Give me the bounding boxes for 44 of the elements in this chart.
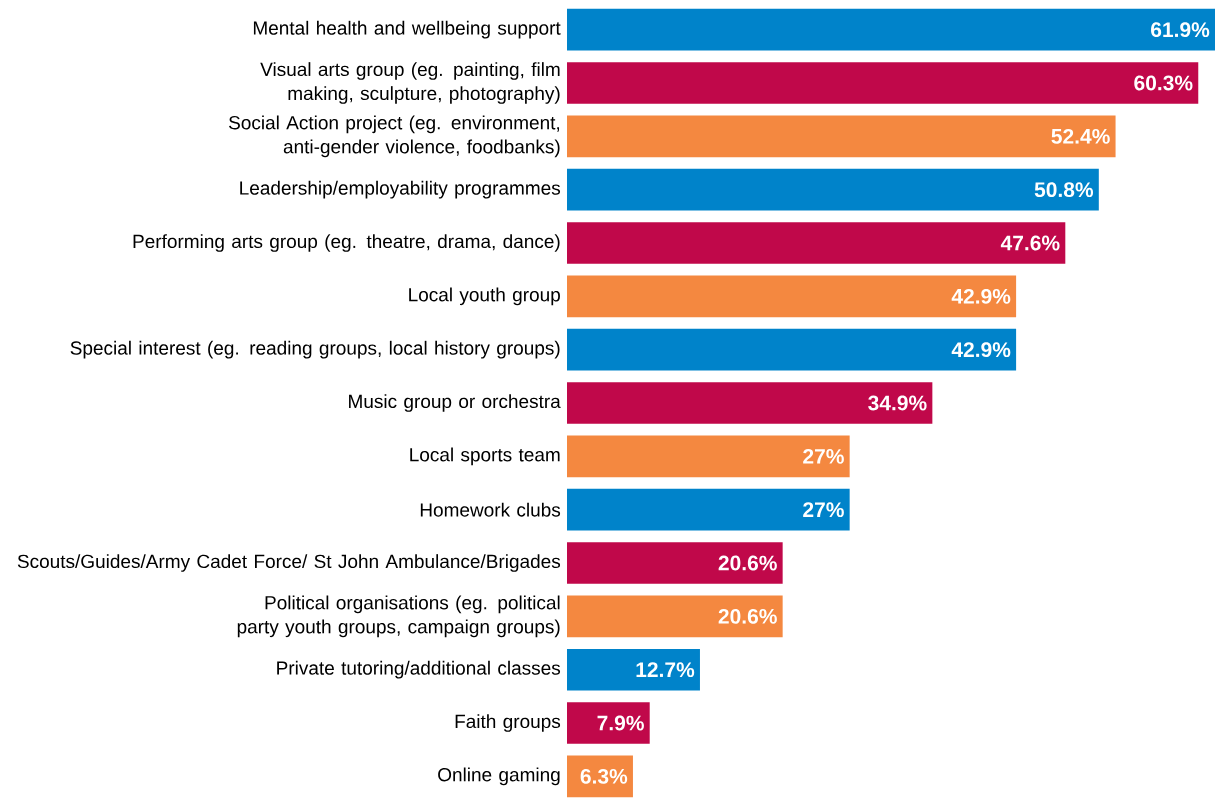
y-tick-label: Scouts/Guides/Army Cadet Force/ St John Ambulance/Brigades (17, 554, 561, 572)
data-label: 42.9% (951, 342, 1011, 358)
data-label: 61.9% (1151, 22, 1210, 38)
y-tick-label: Homework clubs (420, 502, 561, 517)
y-tick-label: Faith groups (455, 714, 561, 732)
bar (567, 62, 1199, 104)
data-label: 47.6% (1000, 235, 1060, 251)
y-tick-label: Online gaming (438, 767, 560, 786)
bar (567, 488, 850, 531)
y-tick-label: Leadership/employability programmes (240, 180, 561, 199)
data-label: 50.8% (1034, 182, 1094, 198)
data-label: 20.6% (718, 608, 777, 624)
y-tick-label: Private tutoring/additional classes (277, 660, 561, 679)
y-tick-label: Performing arts group (eg. theatre, drama, dance) (133, 234, 560, 252)
bar (567, 222, 1066, 264)
bar (567, 8, 1215, 51)
y-tick-label: Social Action project (eg. environment, anti-gender violence, foodbanks) (229, 115, 560, 158)
y-tick-label: Music group or orchestra (349, 394, 561, 412)
bar (567, 702, 650, 744)
data-label: 27% (803, 448, 844, 464)
data-label: 52.4% (1051, 128, 1110, 144)
data-label: 6.3% (580, 768, 628, 784)
y-tick-label: Mental health and wellbeing support (253, 20, 561, 39)
bar (567, 435, 850, 478)
bar (567, 328, 1017, 371)
y-tick-label: Special interest (eg. reading groups, local history groups) (70, 340, 560, 359)
bar (567, 115, 1116, 158)
data-label: 20.6% (718, 555, 777, 571)
bar (567, 595, 783, 638)
data-label: 7.9% (597, 715, 644, 731)
data-label: 42.9% (951, 288, 1011, 304)
y-tick-label: Political organisations (eg. political party youth groups, campaign groups) (237, 595, 560, 638)
data-label: 12.7% (636, 662, 695, 678)
data-label: 27% (803, 502, 844, 518)
y-tick-label: Local youth group (409, 287, 560, 306)
bar (567, 382, 933, 424)
bar (567, 648, 700, 691)
data-label: 60.3% (1134, 75, 1193, 91)
bar (567, 275, 1017, 318)
y-tick-label: Visual arts group (eg. painting, film making, sculpture, photography) (260, 62, 560, 104)
bar (567, 542, 783, 584)
y-tick-label: Local sports team (410, 447, 560, 466)
data-label: 34.9% (868, 395, 927, 411)
bar (567, 168, 1099, 211)
